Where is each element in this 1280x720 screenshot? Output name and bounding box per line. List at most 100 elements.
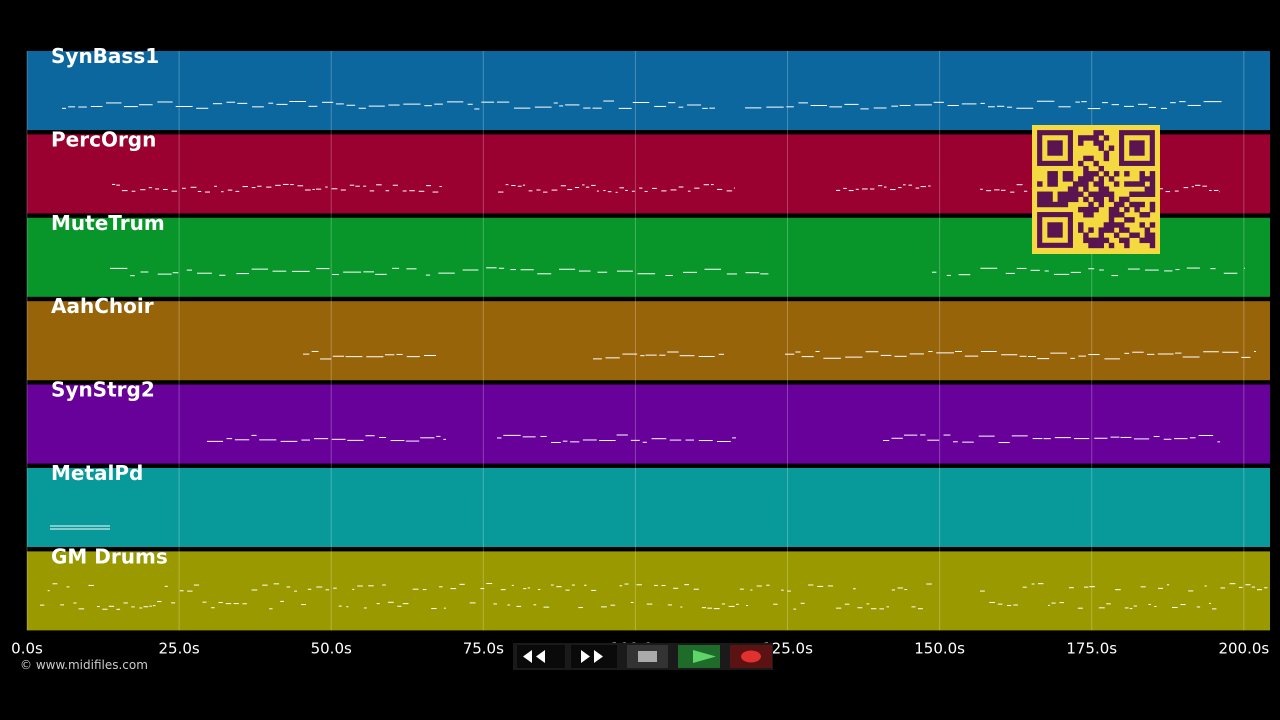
qr-cell: [1047, 196, 1053, 203]
qr-cell: [1098, 186, 1104, 192]
qr-cell: [1144, 212, 1151, 218]
qr-cell: [1093, 191, 1099, 197]
x-tick-label: 175.0s: [1066, 639, 1117, 657]
qr-cell: [1052, 201, 1058, 208]
qr-cell: [1108, 206, 1115, 213]
qr-cell: [1144, 176, 1151, 182]
qr-cell: [1103, 222, 1110, 228]
qr-cell: [1098, 232, 1104, 238]
qr-cell: [1088, 206, 1094, 213]
qr-cell: [1078, 191, 1084, 197]
play-button[interactable]: [678, 645, 720, 668]
qr-cell: [1088, 155, 1094, 162]
qr-cell: [1067, 191, 1074, 197]
transport: [513, 643, 773, 670]
qr-cell: [1093, 140, 1099, 146]
track-lane: [27, 301, 1270, 381]
qr-cell: [1129, 217, 1135, 223]
qr-cell: [1103, 150, 1110, 157]
qr-cell: [1057, 196, 1064, 203]
qr-cell: [1113, 171, 1120, 177]
qr-cell: [1088, 201, 1094, 208]
qr-cell: [1083, 232, 1089, 238]
qr-cell: [1088, 171, 1094, 177]
forward-icon: [581, 650, 603, 663]
qr-cell: [1083, 237, 1089, 244]
qr-cell: [1139, 176, 1145, 182]
qr-cell: [1129, 181, 1135, 187]
qr-cell: [1108, 222, 1115, 228]
track-names: SynBass1 PercOrgn MuteTrum AahChoir SynStrg2…: [51, 44, 168, 568]
qr-cell: [1093, 237, 1099, 244]
qr-cell: [1103, 186, 1110, 192]
track-name: SynBass1: [51, 44, 159, 68]
qr-cell: [1113, 201, 1120, 208]
qr-cell: [1119, 212, 1125, 218]
track-name: SynStrg2: [51, 378, 155, 402]
qr-cell: [1088, 191, 1094, 197]
qr-cell: [1098, 130, 1104, 136]
qr-cell: [1119, 201, 1125, 208]
qr-cell: [1083, 196, 1089, 203]
qr-cell: [1083, 181, 1089, 187]
rewind-button[interactable]: [517, 645, 565, 668]
qr-cell: [1088, 176, 1094, 182]
qr-cell: [1139, 222, 1145, 228]
qr-cell: [1052, 171, 1058, 177]
qr-cell: [1103, 155, 1110, 162]
record-icon: [741, 650, 761, 663]
qr-cell: [1098, 191, 1104, 197]
stop-button[interactable]: [627, 645, 668, 668]
qr-cell: [1067, 186, 1074, 192]
qr-cell: [1139, 181, 1145, 187]
qr-cell: [1072, 186, 1079, 192]
track-name: PercOrgn: [51, 127, 156, 151]
qr-cell: [1042, 201, 1048, 208]
qr-cell: [1149, 237, 1156, 244]
track-lane: [27, 51, 1270, 130]
qr-cell: [1149, 222, 1156, 228]
qr-cell: [1062, 171, 1069, 177]
qr-cell: [1062, 191, 1069, 197]
qr-cell: [1078, 176, 1084, 182]
track-name: MuteTrum: [51, 211, 165, 235]
qr-cell: [1129, 232, 1135, 238]
qr-cell: [1057, 201, 1064, 208]
qr-cell: [1083, 171, 1089, 177]
qr-cell: [1124, 242, 1130, 249]
qr-cell: [1129, 201, 1135, 208]
qr-cell: [1139, 191, 1145, 197]
qr-cell: [1124, 181, 1130, 187]
qr-cell: [1062, 201, 1069, 208]
qr-cell: [1037, 181, 1043, 187]
grid: [26, 51, 1245, 631]
qr-finder: [1047, 140, 1063, 156]
qr-cell: [1149, 206, 1156, 213]
qr-cell: [1134, 232, 1140, 238]
qr-cell: [1134, 206, 1140, 213]
qr-cell: [1083, 155, 1089, 162]
qr-cell: [1098, 181, 1104, 187]
qr-cell: [1124, 227, 1130, 233]
qr-cell: [1149, 242, 1156, 249]
qr-cell: [1047, 176, 1053, 182]
track-lane: [27, 468, 1270, 547]
track-name: AahChoir: [51, 294, 154, 318]
qr-cell: [1134, 191, 1140, 197]
qr-cell: [1078, 206, 1084, 213]
qr-cell: [1134, 201, 1140, 208]
qr-cell: [1124, 206, 1130, 213]
qr-cell: [1139, 171, 1145, 177]
track-lane: [27, 384, 1270, 464]
forward-button[interactable]: [571, 645, 617, 668]
qr-cell: [1093, 130, 1099, 136]
qr-cell: [1149, 181, 1156, 187]
qr-cell: [1113, 212, 1120, 218]
qr-cell: [1113, 222, 1120, 228]
record-button[interactable]: [730, 645, 772, 668]
qr-cell: [1098, 165, 1104, 172]
qr-cell: [1047, 181, 1053, 187]
qr-cell: [1108, 212, 1115, 218]
copyright: © www.midifiles.com: [20, 658, 148, 672]
